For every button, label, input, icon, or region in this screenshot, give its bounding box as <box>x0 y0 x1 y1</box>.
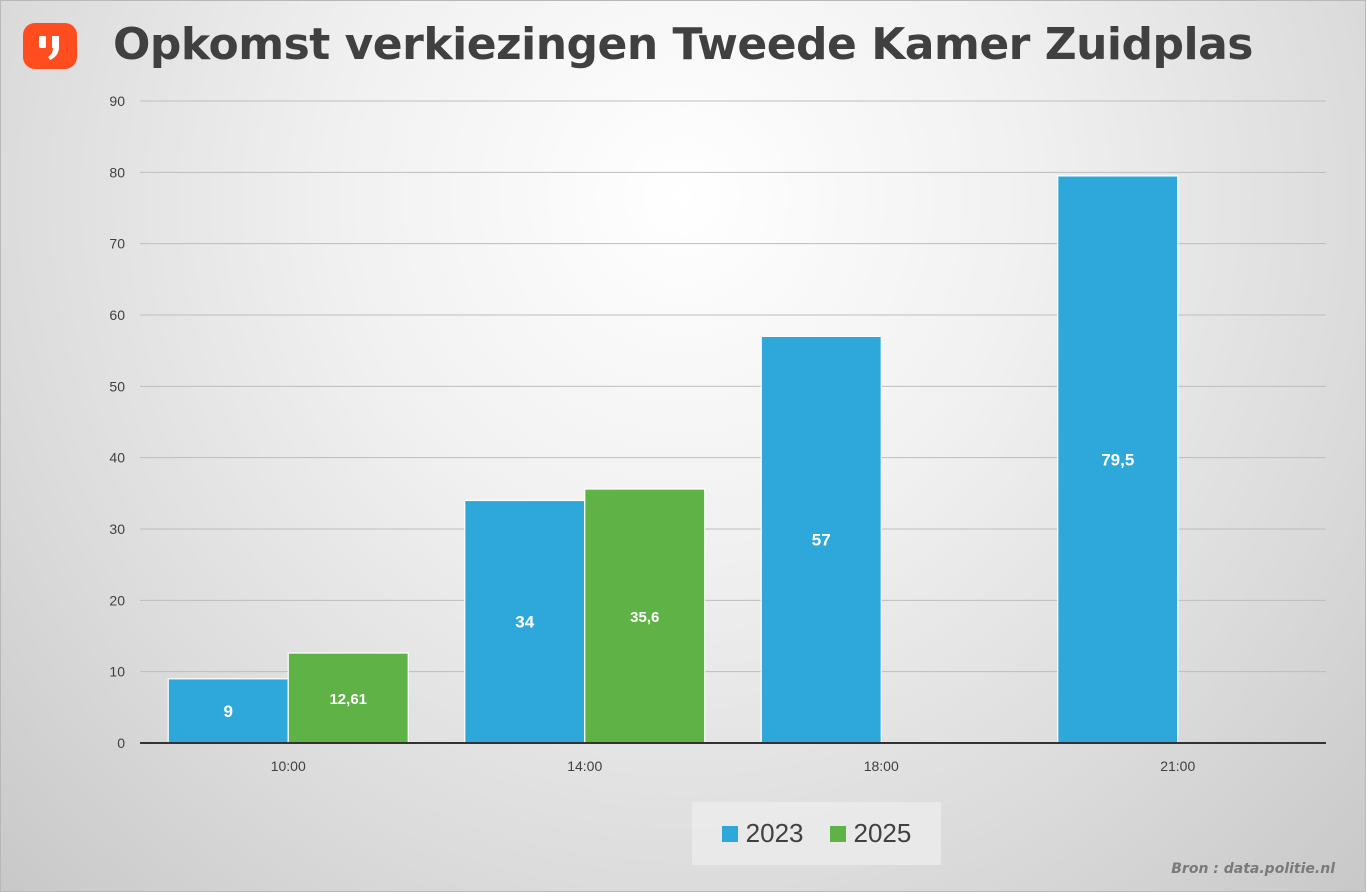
data-label: 34 <box>515 613 534 632</box>
bar-2023-1800 <box>760 335 882 744</box>
y-tick-label: 80 <box>109 164 125 180</box>
data-label: 35,6 <box>630 609 659 626</box>
data-label: 79,5 <box>1101 450 1134 469</box>
x-tick-label: 10:00 <box>271 758 306 774</box>
data-label: 9 <box>224 702 233 721</box>
y-tick-label: 60 <box>109 307 125 323</box>
bar-2023-2100 <box>1057 175 1179 744</box>
legend-item-2025: 2025 <box>829 818 912 849</box>
bar-2025-1400 <box>584 488 706 744</box>
y-tick-label: 40 <box>109 450 125 466</box>
y-tick-label: 30 <box>109 521 125 537</box>
legend-label-2023: 2023 <box>745 818 804 848</box>
y-tick-label: 20 <box>109 592 125 608</box>
data-label: 57 <box>812 531 831 550</box>
chart-legend: 2023 2025 <box>692 802 941 865</box>
y-tick-label: 10 <box>109 664 125 680</box>
legend-item-2023: 2023 <box>721 818 804 849</box>
legend-swatch-2025 <box>829 825 846 842</box>
x-tick-label: 14:00 <box>567 758 602 774</box>
y-tick-label: 70 <box>109 236 125 252</box>
quote-logo-icon <box>23 23 77 69</box>
x-tick-label: 21:00 <box>1160 758 1195 774</box>
y-tick-label: 50 <box>109 378 125 394</box>
x-tick-label: 18:00 <box>864 758 899 774</box>
source-note: Bron : data.politie.nl <box>1171 861 1335 877</box>
y-tick-label: 90 <box>109 93 125 109</box>
legend-swatch-2023 <box>721 825 738 842</box>
y-tick-label: 0 <box>117 735 125 751</box>
data-label: 12,61 <box>329 691 367 708</box>
chart-title: Opkomst verkiezingen Tweede Kamer Zuidpl… <box>113 19 1253 70</box>
legend-label-2025: 2025 <box>853 818 912 848</box>
